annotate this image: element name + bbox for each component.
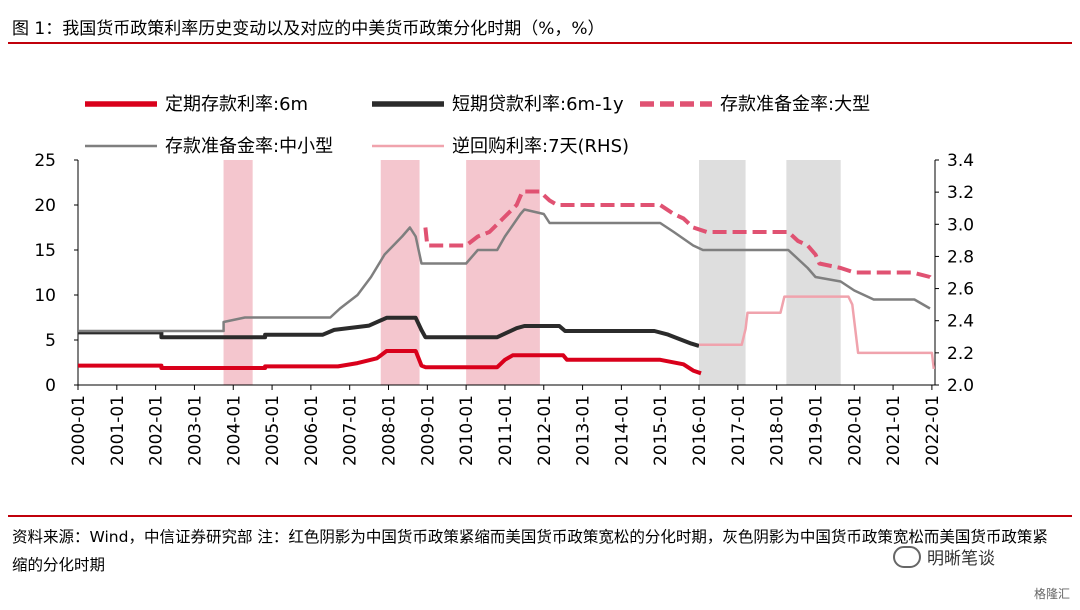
right-tick-label: 2.6 — [947, 280, 974, 300]
right-tick-label: 3.2 — [947, 183, 974, 203]
series-lines — [78, 189, 936, 376]
right-tick-label: 2.8 — [947, 247, 974, 267]
x-tick-label: 2021-01 — [884, 395, 904, 466]
left-tick-label: 0 — [45, 376, 56, 396]
x-tick-label: 2019-01 — [806, 395, 826, 466]
x-tick-label: 2014-01 — [612, 395, 632, 466]
x-tick-label: 2012-01 — [535, 395, 555, 466]
shaded-period-red — [466, 160, 540, 385]
x-tick-label: 2005-01 — [263, 395, 283, 466]
right-tick-label: 3.4 — [947, 151, 974, 171]
right-tick-label: 2.4 — [947, 312, 974, 332]
series-line-4 — [699, 295, 936, 370]
legend: 定期存款利率:6m 短期贷款利率:6m-1y 存款准备金率:大型存款准备金率:中小型… — [85, 94, 870, 157]
x-tick-label: 2008-01 — [380, 395, 400, 466]
x-tick-label: 2003-01 — [185, 395, 205, 466]
source-note: 资料来源：Wind，中信证券研究部 注：红色阴影为中国货币政策紧缩而美国货币政策… — [12, 528, 1048, 574]
left-tick-label: 10 — [34, 286, 56, 306]
x-tick-label: 2020-01 — [845, 395, 865, 466]
shaded-periods — [223, 160, 841, 385]
x-tick-label: 2010-01 — [457, 395, 477, 466]
series-line-0 — [78, 349, 702, 376]
shaded-period-red — [380, 160, 420, 385]
watermark-secondary: 格隆汇 — [1033, 587, 1070, 601]
right-tick-label: 2.0 — [947, 376, 974, 396]
right-tick-label: 2.2 — [947, 344, 974, 364]
right-tick-label: 3.0 — [947, 215, 974, 235]
policy-rate-chart: 0 5 10 15 20 25 2.0 2.2 2.4 2.6 2.8 3.0 3.2 3.4 2000-0… — [34, 94, 974, 466]
x-tick-label: 2006-01 — [302, 395, 322, 466]
shaded-period-red — [223, 160, 253, 385]
x-tick-label: 2007-01 — [341, 395, 361, 466]
left-tick-label: 5 — [45, 331, 56, 351]
x-tick-label: 2002-01 — [147, 395, 167, 466]
x-tick-label: 2009-01 — [418, 395, 438, 466]
x-tick-label: 2013-01 — [574, 395, 594, 466]
wechat-icon — [893, 545, 921, 568]
chart-title: 图 1：我国货币政策利率历史变动以及对应的中美货币政策分化时期（%，%） — [12, 19, 605, 39]
title-divider — [8, 42, 1072, 44]
axes: 0 5 10 15 20 25 2.0 2.2 2.4 2.6 2.8 3.0 3.2 3.4 2000-0… — [34, 151, 974, 466]
x-tick-label: 2001-01 — [108, 395, 128, 466]
legend-label: 定期存款利率:6m — [165, 94, 308, 115]
x-tick-label: 2022-01 — [923, 395, 943, 466]
legend-label: 存款准备金率:中小型 — [165, 136, 333, 157]
x-tick-label: 2016-01 — [690, 395, 710, 466]
legend-label: 存款准备金率:大型 — [720, 94, 870, 115]
left-tick-label: 20 — [34, 196, 56, 216]
left-tick-label: 25 — [34, 151, 56, 171]
legend-label: 短期贷款利率:6m-1y — [452, 94, 624, 115]
left-tick-label: 15 — [34, 241, 56, 261]
shaded-period-gray — [699, 160, 746, 385]
series-line-1 — [78, 315, 700, 348]
watermark: 明晰笔谈 — [893, 544, 995, 569]
watermark-text: 明晰笔谈 — [927, 549, 995, 569]
x-tick-label: 2017-01 — [729, 395, 749, 466]
legend-label: 逆回购利率:7天(RHS) — [452, 136, 629, 157]
x-tick-label: 2000-01 — [69, 395, 89, 466]
x-tick-label: 2011-01 — [496, 395, 516, 466]
x-tick-label: 2018-01 — [768, 395, 788, 466]
series-line-2 — [423, 189, 936, 283]
shaded-period-gray — [786, 160, 841, 385]
footer-divider — [8, 515, 1072, 517]
x-tick-label: 2015-01 — [651, 395, 671, 466]
x-tick-label: 2004-01 — [224, 395, 244, 466]
series-line-3 — [78, 208, 931, 333]
